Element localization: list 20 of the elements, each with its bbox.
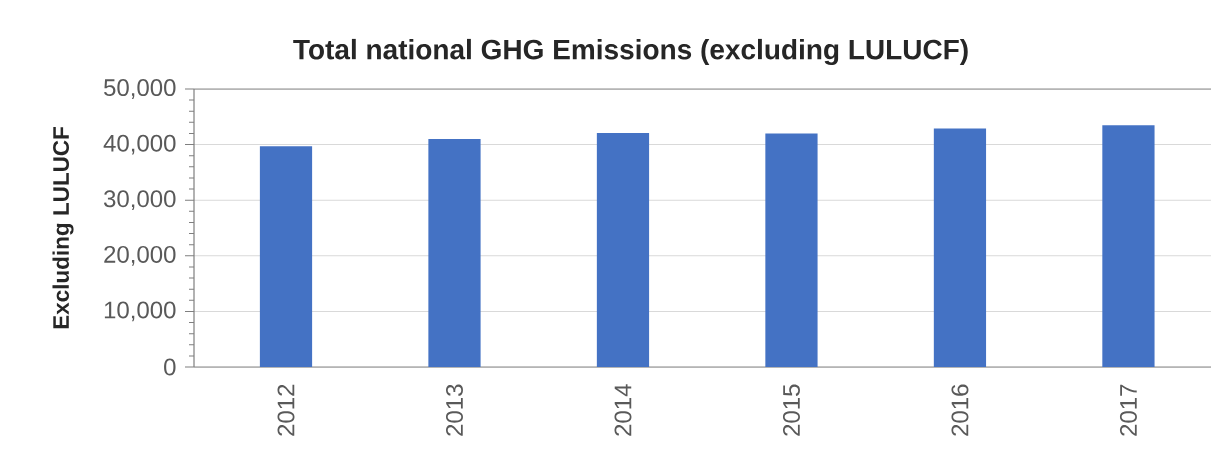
bar [1102,125,1155,367]
y-tick-label: 30,000 [103,190,176,211]
y-tick-label: 0 [164,358,176,376]
y-tick-label: 40,000 [103,134,176,155]
bar [259,146,313,367]
chart-title: Total national GHG Emissions (excluding LULUCF) [293,38,968,66]
x-tick-label: 2013 [446,384,463,436]
x-tick-label: 2012 [277,384,295,436]
y-tick-label: 20,000 [104,245,176,266]
x-tick-label: 2015 [782,384,800,436]
x-tick-label: 2016 [951,384,969,436]
bar [933,128,987,367]
x-tick-label: 2017 [1119,384,1137,436]
bar [596,132,650,367]
y-axis-title: Excluding LULUCF [52,126,74,329]
bar [428,139,481,367]
y-tick-label: 10,000 [104,301,176,322]
y-tick-label: 50,000 [104,79,176,99]
x-tick-label: 2014 [614,384,632,436]
bar [765,133,818,367]
